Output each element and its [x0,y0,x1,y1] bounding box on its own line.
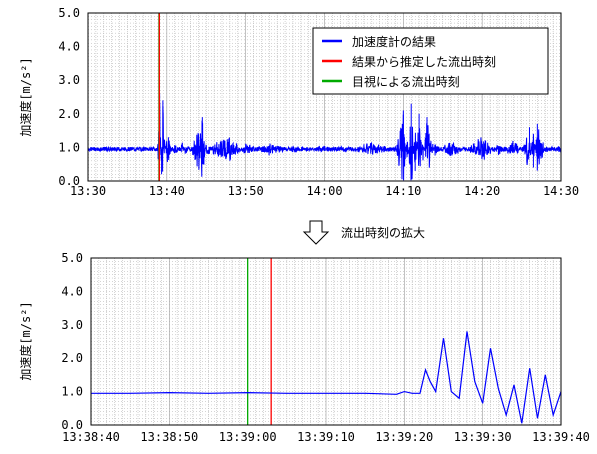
x-tick-label: 13:39:30 [454,430,512,444]
chart-bottom-y-axis-label: 加速度[m/s²] [18,301,33,380]
y-tick-label: 4.0 [61,284,83,298]
x-tick-label: 14:20 [464,184,500,198]
chart-bottom-grid [90,257,562,426]
legend-label-visual: 目視による流出時刻 [352,74,460,89]
y-tick-label: 1.0 [58,140,80,154]
x-tick-label: 13:30 [70,184,106,198]
y-tick-label: 1.0 [61,385,83,399]
y-tick-label: 2.0 [61,351,83,365]
x-tick-label: 13:40 [149,184,185,198]
x-tick-label: 13:39:00 [219,430,277,444]
accel-line [91,331,562,424]
y-tick-label: 3.0 [61,318,83,332]
zoom-label: 流出時刻の拡大 [341,226,425,240]
x-tick-label: 14:00 [306,184,342,198]
y-tick-label: 2.0 [58,107,80,121]
x-tick-label: 13:50 [228,184,264,198]
y-tick-label: 5.0 [61,251,83,265]
chart-bottom: 0.0 1.0 2.0 3.0 4.0 5.0 13:38:40 13:38:50 13:39… [18,251,590,444]
x-tick-label: 14:10 [385,184,421,198]
x-tick-label: 13:39:10 [297,430,355,444]
chart-top-y-ticks: 0.0 1.0 2.0 3.0 4.0 5.0 [58,6,80,188]
chart-top-x-ticks: 13:30 13:40 13:50 14:00 14:10 14:20 14:30 [70,184,579,198]
chart-bottom-x-ticks: 13:38:40 13:38:50 13:39:00 13:39:10 13:39:20… [62,430,590,444]
legend-label-accel: 加速度計の結果 [352,34,436,49]
y-tick-label: 0.0 [61,418,83,432]
y-tick-label: 3.0 [58,73,80,87]
chart-bottom-y-ticks: 0.0 1.0 2.0 3.0 4.0 5.0 [61,251,83,432]
x-tick-label: 13:38:50 [140,430,198,444]
x-tick-label: 13:39:20 [375,430,433,444]
chart-top-y-axis-label: 加速度[m/s²] [18,57,33,136]
y-tick-label: 4.0 [58,40,80,54]
chart-bottom-series [91,258,562,425]
legend-label-estimated: 結果から推定した流出時刻 [352,54,496,69]
zoom-annotation: 流出時刻の拡大 [302,220,425,245]
chart-top-series [87,13,562,181]
down-arrow-icon [302,220,330,245]
chart-top-legend: 加速度計の結果 結果から推定した流出時刻 目視による流出時刻 [312,27,549,95]
x-tick-label: 13:38:40 [62,430,120,444]
chart-top: 0.01.02.03.04.05.0 13:30 13:40 13:50 14:00 1… [18,6,579,198]
x-tick-label: 13:39:40 [532,430,590,444]
chart-bottom-plot-frame [90,257,562,426]
accel-line [87,102,562,181]
x-tick-label: 14:30 [543,184,579,198]
y-tick-label: 5.0 [58,6,80,20]
y-tick-label: 0.0 [58,174,80,188]
chart-top-plot-frame [87,12,562,182]
